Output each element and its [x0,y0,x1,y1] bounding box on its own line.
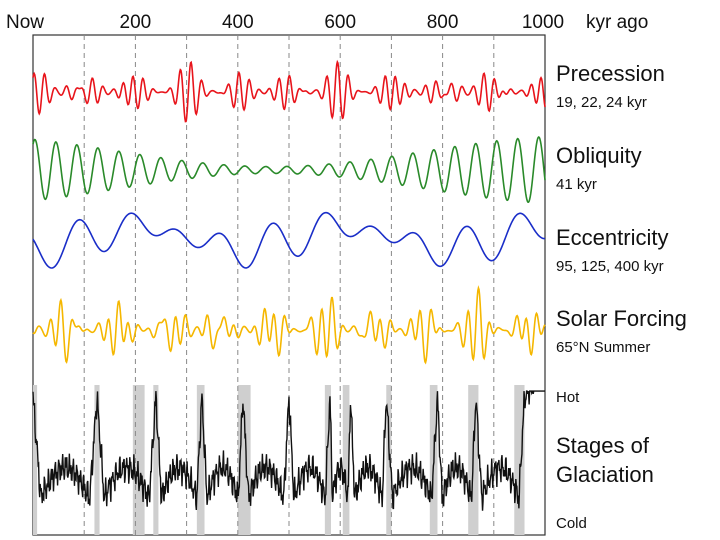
x-tick-label-1000: 1000 [522,12,564,33]
precession-title: Precession [556,61,665,86]
interglacial-band-6 [324,385,331,535]
x-axis-unit-label: kyr ago [586,12,648,33]
precession-subtitle: 19, 22, 24 kyr [556,94,647,111]
eccentricity-subtitle: 95, 125, 400 kyr [556,258,664,275]
interglacial-band-1 [94,385,100,535]
hot-label: Hot [556,389,580,406]
gridlines [83,35,495,535]
obliquity-subtitle: 41 kyr [556,176,597,193]
cold-label: Cold [556,515,587,532]
obliquity-title: Obliquity [556,143,642,168]
solar-forcing-subtitle: 65°N Summer [556,339,650,356]
series-line-glaciation [32,390,545,511]
series-line-eccentricity [32,211,546,269]
interglacial-band-7 [342,385,350,535]
series-lines [32,59,546,511]
x-tick-label-200: 200 [120,12,152,33]
eccentricity-title: Eccentricity [556,225,668,250]
glaciation-title-line1: Stages of [556,433,650,458]
series-line-solar-forcing [32,285,546,365]
series-line-precession [32,59,546,123]
glaciation-title-line2: Glaciation [556,462,654,487]
x-tick-label-600: 600 [324,12,356,33]
series-line-obliquity [32,135,546,203]
x-tick-label-now: Now [6,12,44,33]
interglacial-band-3 [153,385,159,535]
x-axis-ticks: Now 200 400 600 800 1000 [6,12,564,33]
interglacial-band-2 [132,385,145,535]
interglacial-band-0 [33,385,38,535]
x-tick-label-800: 800 [427,12,459,33]
interglacial-band-11 [514,385,525,535]
interglacial-shading [33,385,525,535]
interglacial-band-4 [196,385,205,535]
x-tick-label-400: 400 [222,12,254,33]
solar-forcing-title: Solar Forcing [556,306,687,331]
